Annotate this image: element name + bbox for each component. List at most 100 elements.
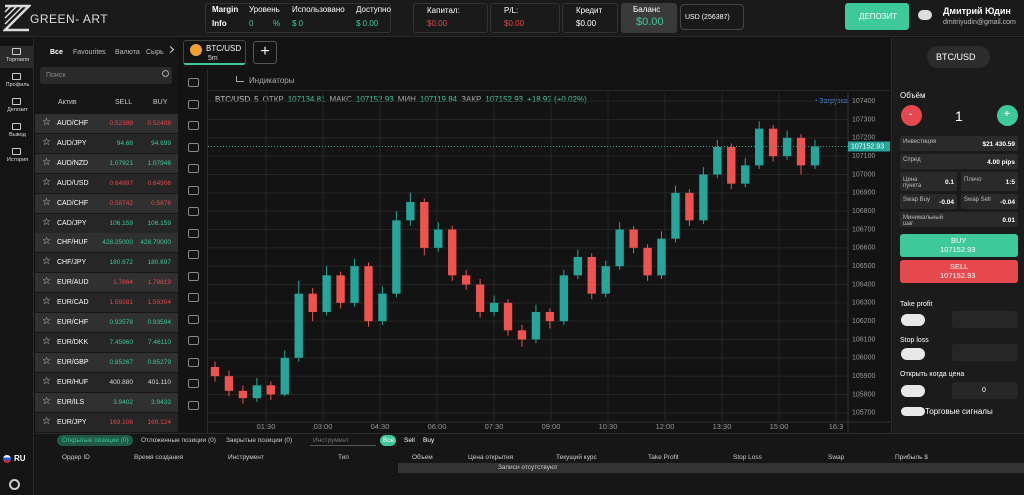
buy-price: 0.5876 bbox=[151, 199, 171, 207]
nav-label[interactable]: Торговля bbox=[6, 57, 29, 63]
info-value: 4.00 pips bbox=[987, 158, 1015, 166]
search-box[interactable] bbox=[40, 67, 172, 84]
sell-price: 428.25000 bbox=[102, 239, 133, 247]
toggle[interactable] bbox=[901, 314, 925, 326]
info-label: Info bbox=[212, 19, 227, 28]
asset-name: AUD/USD bbox=[57, 179, 89, 187]
drawing-tool[interactable] bbox=[188, 336, 199, 345]
drawing-tool[interactable] bbox=[188, 185, 199, 195]
instrument-row[interactable] bbox=[35, 412, 178, 432]
drawing-tool[interactable] bbox=[188, 228, 199, 238]
instrument-tab[interactable]: Сырь bbox=[146, 49, 164, 56]
plus-button[interactable] bbox=[997, 105, 1018, 126]
available-label: Доступно bbox=[356, 5, 391, 14]
toggle[interactable] bbox=[901, 407, 925, 416]
nav-label[interactable]: Депозит bbox=[7, 107, 28, 113]
add-tab[interactable]: + bbox=[253, 41, 277, 64]
plus-text: + bbox=[1004, 109, 1010, 120]
nav-label[interactable]: Профиль bbox=[5, 82, 30, 88]
instrument-row[interactable] bbox=[35, 233, 178, 253]
positions-tab[interactable]: Открытые позиции (0) bbox=[62, 437, 129, 444]
chart-tab[interactable] bbox=[183, 40, 246, 65]
buy-price: 0.52408 bbox=[147, 120, 172, 127]
instrument-row[interactable] bbox=[35, 352, 178, 372]
instrument-row[interactable] bbox=[35, 293, 178, 313]
candle-body bbox=[727, 147, 736, 184]
drawing-tool[interactable] bbox=[188, 271, 199, 281]
toggle[interactable] bbox=[901, 348, 925, 360]
instrument-filter[interactable] bbox=[310, 435, 376, 446]
buy-price: 1.78819 bbox=[147, 279, 172, 287]
deposit-button[interactable] bbox=[845, 3, 909, 30]
instrument-row[interactable] bbox=[35, 193, 178, 213]
instrument-row[interactable] bbox=[35, 253, 178, 273]
instrument-tab[interactable]: Все bbox=[50, 49, 63, 56]
buy-button[interactable] bbox=[900, 234, 1018, 257]
drawing-tool[interactable] bbox=[188, 400, 199, 410]
positions-tab[interactable]: Отложенные позиции (0) bbox=[141, 437, 216, 444]
drawing-tool[interactable] bbox=[188, 379, 199, 388]
account-select[interactable] bbox=[680, 4, 744, 30]
instrument-tab[interactable]: Валюта bbox=[115, 49, 140, 56]
drawing-tool[interactable] bbox=[188, 293, 199, 302]
sell-label: SELL bbox=[950, 262, 969, 271]
pl-box bbox=[490, 3, 560, 33]
info-label: Плечо bbox=[964, 176, 982, 183]
positions-column: Объем bbox=[412, 454, 433, 461]
instrument-tab[interactable]: Favourites bbox=[73, 49, 106, 56]
drawing-tool[interactable] bbox=[188, 207, 199, 216]
drawing-tool[interactable] bbox=[188, 121, 199, 130]
toggle[interactable] bbox=[901, 385, 925, 397]
candle-body bbox=[768, 128, 778, 157]
y-tick-label: 106300 bbox=[852, 300, 875, 307]
star-icon: ☆ bbox=[42, 117, 51, 128]
sell-price: 1.59281 bbox=[109, 299, 134, 307]
drawing-tool[interactable] bbox=[188, 314, 199, 324]
star-icon: ☆ bbox=[42, 136, 51, 148]
sell-button[interactable] bbox=[900, 260, 1018, 283]
coin-icon bbox=[190, 44, 202, 56]
user-name: Дмитрий Юдин bbox=[943, 6, 1011, 16]
pl-label: P/L: bbox=[504, 6, 519, 15]
nav-label[interactable]: Вывод bbox=[9, 132, 26, 138]
drawing-tool[interactable] bbox=[188, 250, 199, 259]
drawing-tool[interactable] bbox=[188, 164, 199, 173]
instrument-row[interactable] bbox=[35, 392, 178, 412]
positions-tab[interactable]: Закрытые позиции (0) bbox=[226, 437, 293, 444]
candle-body bbox=[364, 266, 373, 322]
instrument-row[interactable] bbox=[35, 372, 178, 392]
instrument-row[interactable] bbox=[35, 313, 178, 332]
side-filter[interactable]: Sell bbox=[404, 437, 415, 444]
drawing-tool[interactable] bbox=[188, 99, 199, 109]
drawing-tool[interactable] bbox=[188, 357, 199, 367]
nav-active bbox=[0, 46, 34, 68]
buy-price: 3.9433 bbox=[151, 398, 171, 406]
instrument-row[interactable] bbox=[35, 114, 178, 133]
side-filter[interactable]: Buy bbox=[423, 437, 435, 444]
indicators-button[interactable]: Индикаторы bbox=[249, 76, 295, 85]
minus-button[interactable] bbox=[901, 105, 922, 126]
nav-label[interactable]: История bbox=[6, 157, 29, 163]
y-tick-label: 105700 bbox=[852, 410, 875, 417]
instrument-row[interactable] bbox=[35, 153, 178, 173]
instrument-row[interactable] bbox=[35, 213, 178, 233]
search-placeholder: Поиск bbox=[46, 72, 66, 79]
drawing-tool[interactable] bbox=[188, 78, 199, 87]
info-label: Инвестиция bbox=[903, 138, 937, 145]
language: RU bbox=[14, 454, 26, 463]
sell-price: 1.07921 bbox=[109, 159, 134, 167]
instrument-row[interactable] bbox=[35, 273, 178, 293]
drawing-tool[interactable] bbox=[188, 142, 199, 152]
instrument-row[interactable] bbox=[35, 133, 178, 153]
balance-label: Баланс bbox=[633, 5, 661, 14]
sell-price: 400.880 bbox=[109, 378, 134, 386]
instrument-row[interactable] bbox=[35, 332, 178, 352]
search-icon bbox=[162, 70, 169, 77]
instrument-row[interactable] bbox=[35, 173, 178, 193]
minus-text: - bbox=[909, 109, 913, 120]
candle-body bbox=[420, 202, 429, 248]
side-filter[interactable]: Все bbox=[383, 437, 395, 444]
info-label: Swap Sell bbox=[964, 196, 991, 203]
column-header: SELL bbox=[115, 99, 133, 106]
stat-value: 107119.84 bbox=[419, 95, 458, 104]
